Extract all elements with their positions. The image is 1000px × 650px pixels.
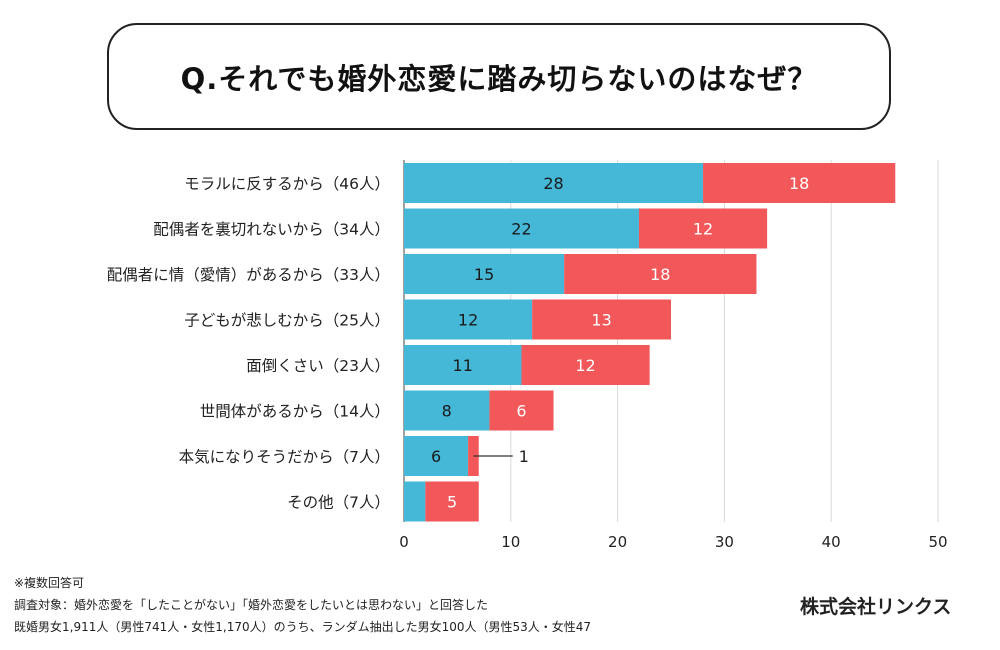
category-label: 子どもが悲しむから（25人） <box>184 312 390 330</box>
category-label: その他（7人） <box>287 494 390 512</box>
chart-title: Q.それでも婚外恋愛に踏み切らないのはなぜ？ <box>180 61 818 96</box>
category-label: 本気になりそうだから（7人） <box>179 448 390 466</box>
bar-segment-female <box>564 254 757 294</box>
data-label: 12 <box>575 356 595 375</box>
data-label: 13 <box>591 311 611 330</box>
bar-segment-female <box>521 345 650 385</box>
company-name: 株式会社リンクス <box>800 596 952 618</box>
category-label: モラルに反するから（46人） <box>184 175 390 193</box>
bar-segment-male <box>404 345 522 385</box>
footnote-multiple-answers: ※複数回答可 <box>14 576 85 590</box>
data-label: 12 <box>693 220 713 239</box>
category-label: 配偶者に情（愛情）があるから（33人） <box>107 266 390 284</box>
x-tick-label: 20 <box>608 533 627 551</box>
bar-segment-female <box>703 163 896 203</box>
data-label: 22 <box>511 220 531 239</box>
x-tick-label: 50 <box>928 533 947 551</box>
footnote-sample: 既婚男女1,911人（男性741人・女性1,170人）のうち、ランダム抽出した男… <box>14 620 592 634</box>
data-label: 12 <box>458 311 478 330</box>
x-tick-label: 0 <box>399 533 409 551</box>
x-tick-label: 10 <box>501 533 520 551</box>
data-label: 6 <box>516 402 526 421</box>
category-label: 面倒くさい（23人） <box>246 357 390 375</box>
data-label: 5 <box>447 493 457 512</box>
bar-segment-male <box>404 299 533 340</box>
category-label: 配偶者を裏切れないから（34人） <box>153 220 390 239</box>
bar-segment-female <box>532 299 671 340</box>
data-label: 15 <box>474 265 494 284</box>
data-label: 6 <box>431 447 441 466</box>
data-label: 18 <box>650 265 670 284</box>
data-label: 18 <box>789 174 809 193</box>
data-label: 8 <box>442 402 452 421</box>
data-label: 1 <box>519 447 529 466</box>
data-label: 28 <box>543 174 563 193</box>
bar-segment-male <box>404 208 639 249</box>
bar-segment-female <box>425 481 479 522</box>
bar-segment-female <box>638 208 768 249</box>
bar-segment-male <box>404 254 565 294</box>
bar-segment-male <box>404 390 490 431</box>
title-box: Q.それでも婚外恋愛に踏み切らないのはなぜ？ <box>107 23 891 130</box>
x-tick-label: 40 <box>822 533 841 551</box>
bar-segment-male <box>404 163 704 203</box>
data-label: 11 <box>453 356 473 375</box>
bar-segment-male <box>404 436 469 476</box>
bar-segment-female <box>468 436 479 476</box>
bar-segment-male <box>404 481 426 522</box>
bar-segment-female <box>489 390 554 431</box>
category-label: 世間体があるから（14人） <box>200 403 390 421</box>
x-tick-label: 30 <box>715 533 734 551</box>
footnote-survey-target: 調査対象：婚外恋愛を「したことがない」「婚外恋愛をしたいとは思わない」と回答した <box>14 598 489 612</box>
